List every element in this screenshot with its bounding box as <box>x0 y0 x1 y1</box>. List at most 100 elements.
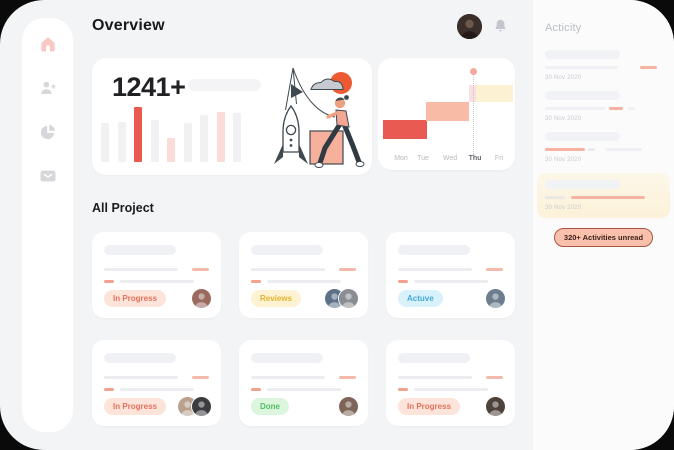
member-avatar <box>338 396 359 417</box>
project-line <box>104 388 209 391</box>
activity-panel: Acticity 30 Nov 2020 30 Nov 2020 30 Nov 20… <box>533 0 674 450</box>
activity-title-placeholder <box>545 180 620 189</box>
project-title-placeholder <box>251 353 323 363</box>
activity-title-placeholder <box>545 50 620 59</box>
sidebar-item-home[interactable] <box>38 34 58 54</box>
stats-bar <box>117 122 126 162</box>
stats-bar <box>101 123 109 162</box>
unread-activities-badge[interactable]: 320+ Activities unread <box>553 228 654 247</box>
project-line <box>251 268 356 271</box>
project-title-placeholder <box>398 245 470 255</box>
status-badge: Reviews <box>251 290 302 307</box>
day-label-mon: Mon <box>394 155 408 162</box>
bell-icon[interactable] <box>493 17 508 35</box>
project-line <box>104 376 209 379</box>
project-card[interactable]: Done <box>239 340 368 426</box>
day-label-thu: Thu <box>468 155 482 162</box>
day-label-wed: Wed <box>442 155 458 162</box>
week-chart-block <box>476 85 513 102</box>
activity-title-placeholder <box>545 91 620 100</box>
project-line <box>251 376 356 379</box>
stats-bar <box>183 123 192 162</box>
activity-list: 30 Nov 2020 30 Nov 2020 30 Nov 2020 30 Nov … <box>537 50 670 247</box>
member-avatar <box>485 288 506 309</box>
member-avatar <box>191 288 212 309</box>
home-icon <box>38 34 58 54</box>
project-line <box>398 280 503 283</box>
status-badge: In Progress <box>104 290 167 307</box>
activity-item[interactable]: 30 Nov 2020 <box>537 173 670 218</box>
activity-date: 30 Nov 2020 <box>545 157 582 163</box>
project-line <box>251 280 356 283</box>
project-card[interactable]: Actuve <box>386 232 515 318</box>
member-avatar <box>338 288 359 309</box>
status-badge: In Progress <box>104 398 167 415</box>
project-card[interactable]: In Progress <box>386 340 515 426</box>
activity-item[interactable]: 30 Nov 2020 <box>545 132 662 163</box>
today-marker-dot <box>470 68 477 75</box>
status-badge: In Progress <box>398 398 461 415</box>
stats-bar <box>150 120 159 162</box>
activity-meta-line <box>545 148 662 151</box>
week-chart-card: Mon Tue Wed Thu Fri <box>378 58 515 170</box>
stats-bar <box>200 115 208 162</box>
project-line <box>398 268 503 271</box>
activity-meta-line <box>545 107 662 110</box>
project-line <box>104 268 209 271</box>
week-chart-block <box>383 120 427 139</box>
stats-bar-chart <box>101 106 241 162</box>
status-badge: Done <box>251 398 289 415</box>
activity-title: Acticity <box>545 22 582 34</box>
day-label-tue: Tue <box>417 155 429 162</box>
stats-placeholder-bar <box>188 79 261 91</box>
sidebar <box>22 18 73 432</box>
member-avatar <box>485 396 506 417</box>
project-title-placeholder <box>398 353 470 363</box>
project-title-placeholder <box>104 245 176 255</box>
sidebar-item-team[interactable] <box>38 78 58 98</box>
project-avatars <box>485 396 506 417</box>
activity-item[interactable]: 30 Nov 2020 <box>545 50 662 81</box>
stats-card: 1241+ <box>92 58 372 175</box>
project-title-placeholder <box>251 245 323 255</box>
sidebar-item-analytics[interactable] <box>38 122 58 142</box>
day-label-fri: Fri <box>494 155 504 162</box>
activity-meta-line <box>545 66 662 69</box>
project-line <box>398 376 503 379</box>
status-badge: Actuve <box>398 290 443 307</box>
activity-title-placeholder <box>545 132 620 141</box>
activity-item[interactable]: 30 Nov 2020 <box>545 91 662 122</box>
today-marker-line <box>473 74 474 158</box>
projects-heading: All Project <box>92 201 154 215</box>
activity-date: 30 Nov 2020 <box>545 116 582 122</box>
stats-bar <box>233 113 241 162</box>
pie-chart-icon <box>38 122 58 142</box>
stats-bar <box>167 138 175 162</box>
project-line <box>104 280 209 283</box>
stats-bar <box>216 112 225 162</box>
activity-date: 30 Nov 2020 <box>545 75 582 81</box>
activity-meta-line <box>545 196 662 199</box>
project-avatars <box>324 288 359 309</box>
user-avatar[interactable] <box>457 14 482 39</box>
rocket-launch-illustration <box>274 67 365 168</box>
member-avatar <box>191 396 212 417</box>
project-card[interactable]: Reviews <box>239 232 368 318</box>
stats-value: 1241+ <box>112 72 186 102</box>
add-user-icon <box>38 78 58 98</box>
week-chart-block <box>469 85 476 102</box>
week-chart-block <box>426 102 469 121</box>
project-card[interactable]: In Progress <box>92 232 221 318</box>
stats-bar <box>134 107 142 162</box>
project-title-placeholder <box>104 353 176 363</box>
sidebar-item-messages[interactable] <box>38 166 58 186</box>
project-avatars <box>338 396 359 417</box>
project-avatars <box>485 288 506 309</box>
page-title: Overview <box>92 17 165 34</box>
project-line <box>251 388 356 391</box>
project-avatars <box>191 288 212 309</box>
project-card[interactable]: In Progress <box>92 340 221 426</box>
mail-icon <box>38 166 58 186</box>
